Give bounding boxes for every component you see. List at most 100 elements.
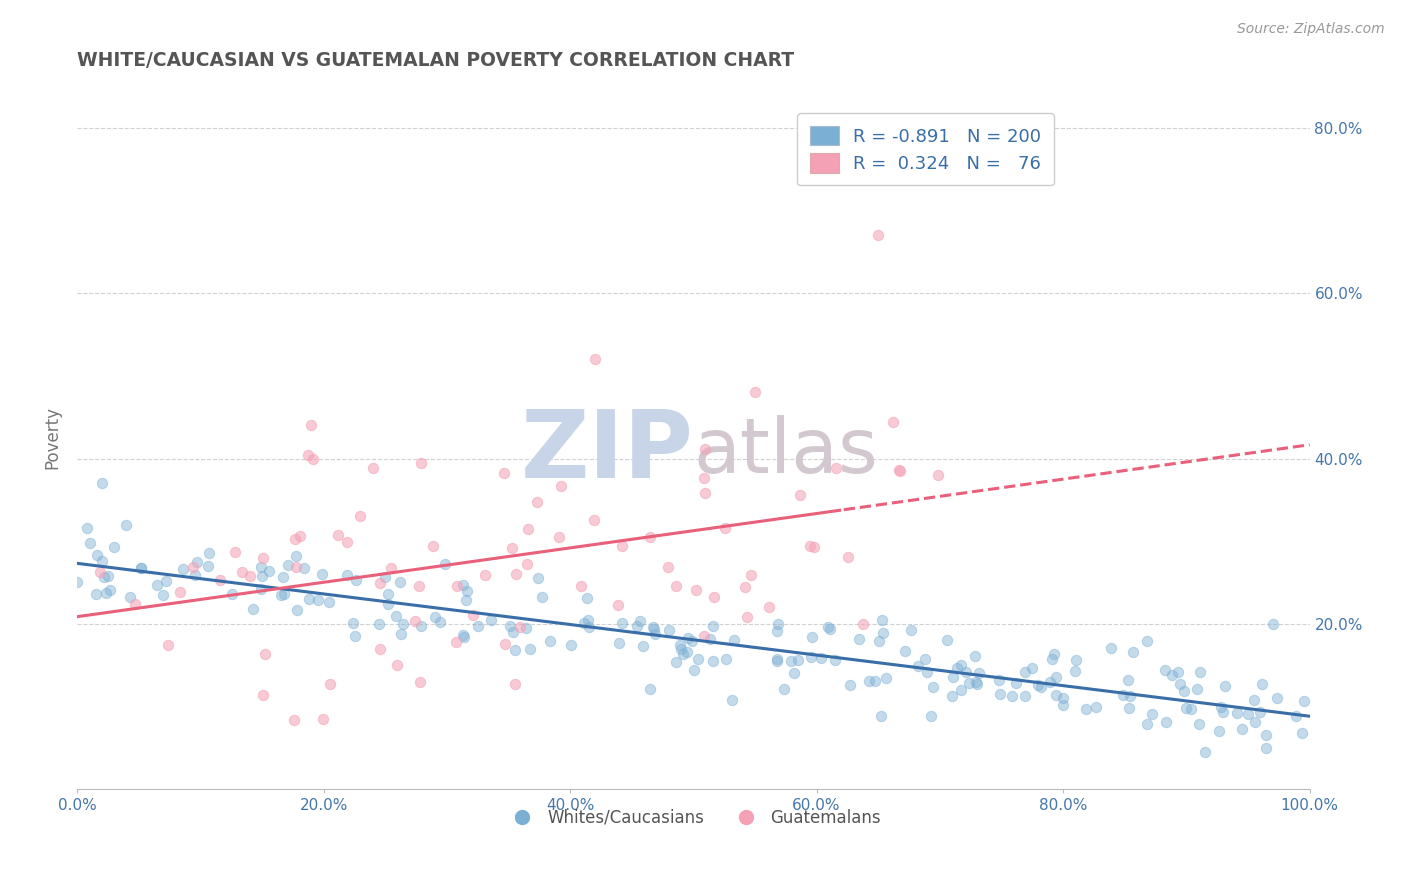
- Point: [800, 650, 823, 665]
- Text: Source: ZipAtlas.com: Source: ZipAtlas.com: [1237, 22, 1385, 37]
- Text: atlas: atlas: [693, 415, 879, 489]
- Point: [889, 464, 911, 478]
- Point: [467, 619, 489, 633]
- Point: [949, 657, 972, 672]
- Point: [1188, 665, 1211, 679]
- Point: [299, 418, 322, 433]
- Point: [693, 486, 716, 500]
- Point: [505, 677, 527, 691]
- Point: [1285, 709, 1308, 723]
- Point: [1136, 717, 1159, 731]
- Point: [1244, 715, 1267, 730]
- Point: [1292, 694, 1315, 708]
- Point: [900, 624, 922, 638]
- Point: [76, 520, 98, 534]
- Point: [837, 550, 859, 565]
- Point: [941, 689, 963, 703]
- Point: [863, 673, 886, 688]
- Point: [501, 541, 523, 555]
- Point: [665, 655, 688, 669]
- Point: [370, 641, 392, 656]
- Point: [699, 632, 721, 646]
- Point: [658, 623, 681, 637]
- Point: [669, 638, 692, 652]
- Point: [377, 597, 399, 611]
- Point: [181, 559, 204, 574]
- Point: [1026, 678, 1049, 692]
- Point: [723, 633, 745, 648]
- Point: [103, 540, 125, 554]
- Point: [270, 588, 292, 602]
- Point: [411, 619, 433, 633]
- Point: [758, 600, 780, 615]
- Point: [285, 560, 308, 574]
- Point: [96, 586, 118, 600]
- Point: [676, 631, 699, 645]
- Point: [870, 614, 893, 628]
- Point: [1236, 707, 1258, 722]
- Point: [408, 579, 430, 593]
- Point: [283, 713, 305, 727]
- Point: [1213, 679, 1236, 693]
- Point: [858, 673, 880, 688]
- Point: [368, 576, 391, 591]
- Point: [921, 680, 943, 694]
- Point: [682, 663, 704, 677]
- Point: [197, 559, 219, 574]
- Point: [1005, 676, 1028, 690]
- Point: [186, 555, 208, 569]
- Point: [963, 648, 986, 663]
- Point: [576, 591, 599, 606]
- Point: [688, 652, 710, 666]
- Point: [344, 629, 367, 643]
- Point: [342, 616, 364, 631]
- Point: [1112, 688, 1135, 702]
- Point: [818, 622, 841, 636]
- Point: [894, 644, 917, 658]
- Point: [607, 636, 630, 650]
- Point: [129, 561, 152, 575]
- Point: [569, 579, 592, 593]
- Point: [145, 578, 167, 592]
- Point: [1173, 684, 1195, 698]
- Point: [915, 665, 938, 679]
- Point: [515, 621, 537, 635]
- Point: [702, 619, 724, 633]
- Point: [1250, 676, 1272, 690]
- Point: [131, 561, 153, 575]
- Point: [638, 530, 661, 544]
- Point: [495, 637, 517, 651]
- Point: [965, 675, 987, 690]
- Point: [1230, 722, 1253, 736]
- Point: [252, 688, 274, 702]
- Point: [548, 530, 571, 544]
- Point: [789, 487, 811, 501]
- Point: [665, 579, 688, 593]
- Point: [626, 618, 648, 632]
- Point: [734, 581, 756, 595]
- Point: [538, 633, 561, 648]
- Point: [957, 676, 980, 690]
- Point: [780, 654, 803, 668]
- Point: [198, 546, 221, 560]
- Point: [1209, 699, 1232, 714]
- Point: [966, 676, 988, 690]
- Point: [311, 566, 333, 581]
- Point: [377, 586, 399, 600]
- Point: [385, 658, 408, 673]
- Point: [1208, 723, 1230, 738]
- Point: [231, 565, 253, 579]
- Point: [817, 619, 839, 633]
- Point: [810, 651, 832, 665]
- Point: [872, 626, 894, 640]
- Point: [361, 460, 384, 475]
- Point: [209, 573, 232, 587]
- Point: [1052, 691, 1074, 706]
- Point: [1052, 698, 1074, 712]
- Point: [494, 466, 516, 480]
- Point: [787, 653, 810, 667]
- Point: [368, 617, 391, 632]
- Point: [79, 536, 101, 550]
- Point: [1167, 665, 1189, 679]
- Point: [301, 452, 323, 467]
